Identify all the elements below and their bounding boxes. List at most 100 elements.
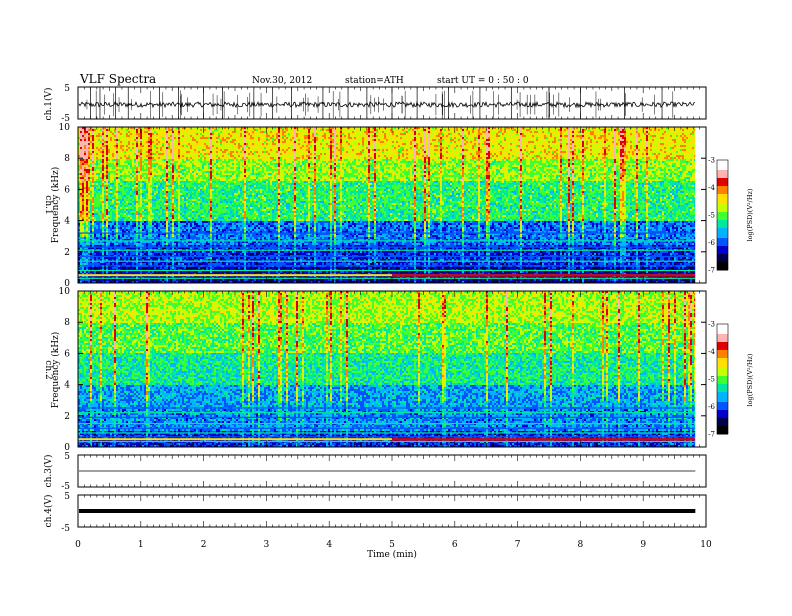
spec-cell [434,137,436,139]
spec-cell [338,169,344,171]
spec-cell [244,167,246,169]
spec-cell [208,155,210,157]
spec-cell [292,137,294,139]
spec-cell [476,143,478,145]
spec-cell [150,169,152,171]
spec-cell [458,135,460,137]
spec-cell [238,165,240,167]
spec-cell [118,139,120,141]
spec-cell [330,147,332,149]
spec-cell [610,135,612,137]
spec-cell [92,131,94,133]
spec-cell [252,151,254,153]
spec-cell [410,145,412,147]
spec-cell [148,145,150,147]
spec-cell [536,137,538,139]
spec-cell [306,143,308,145]
spec-cell [470,153,472,155]
spec-cell [476,165,478,167]
spec-cell [644,163,646,165]
spec-cell [262,167,264,169]
spec-cell [418,143,420,145]
spec-cell [286,137,288,139]
spec-cell [654,141,658,143]
spec-cell [292,133,294,135]
spec-cell [272,151,276,153]
spec-cell [620,145,622,147]
spec-cell [456,169,460,171]
spec-cell [532,133,536,135]
spec-cell [352,167,354,169]
spec-cell [306,145,308,147]
spec-cell [556,157,558,159]
spec-cell [604,143,606,145]
spec-cell [584,167,586,169]
spec-cell [464,139,466,141]
spec-cell [140,169,142,171]
spec-cell [546,149,550,151]
spec-cell [672,161,680,163]
spec-cell [210,141,212,143]
spec-cell [278,165,280,167]
spec-cell [466,151,472,153]
spec-cell [342,147,344,149]
spec-cell [268,149,270,151]
spec-cell [648,165,654,167]
spec-cell [210,153,212,155]
spec-cell [614,129,616,131]
spec-cell [572,163,574,165]
spec-cell [372,161,374,163]
spec-cell [398,135,408,137]
spec-cell [608,151,612,153]
spec-cell [538,137,544,139]
spec-cell [240,135,242,137]
spec-cell [228,149,230,151]
spec-cell [164,163,166,165]
spec-cell [172,169,174,171]
spec-cell [334,165,336,167]
spec-cell [222,165,224,167]
spec-cell [254,143,258,145]
spec-cell [462,147,464,149]
spec-cell [518,165,520,167]
spec-cell [544,135,546,137]
spec-cell [562,141,568,143]
spec-cell [576,145,578,147]
spec-cell [202,141,204,143]
spec-cell [290,147,294,149]
spec-cell [248,165,252,167]
spec-cell [492,129,498,131]
spec-cell [518,141,520,143]
spec-cell [226,143,228,145]
spec-cell [310,163,314,165]
spec-cell [328,167,330,169]
spec-cell [382,159,386,161]
spec-cell [278,137,280,139]
spec-cell [374,161,376,163]
spec-cell [356,133,362,135]
spec-cell [138,137,140,139]
spec-cell [102,169,104,171]
spec-cell [110,137,112,139]
spec-cell [372,151,374,153]
spec-cell [222,133,224,135]
spec-cell [146,149,148,151]
spec-cell [512,137,514,139]
spec-cell [448,159,450,161]
spec-cell [344,151,346,153]
spec-cell [112,131,114,133]
spec-cell [558,131,560,133]
spec-cell [182,169,186,171]
spec-cell [664,137,668,139]
spec-cell [184,137,188,139]
spec-cell [220,165,222,167]
spec-cell [120,149,122,151]
spec-cell [180,163,182,165]
spec-cell [594,165,598,167]
spec-cell [114,141,116,143]
spec-cell [608,167,610,169]
spec-cell [276,155,278,157]
spec-cell [378,169,380,171]
spec-cell [302,149,306,151]
spec-cell [554,139,556,141]
